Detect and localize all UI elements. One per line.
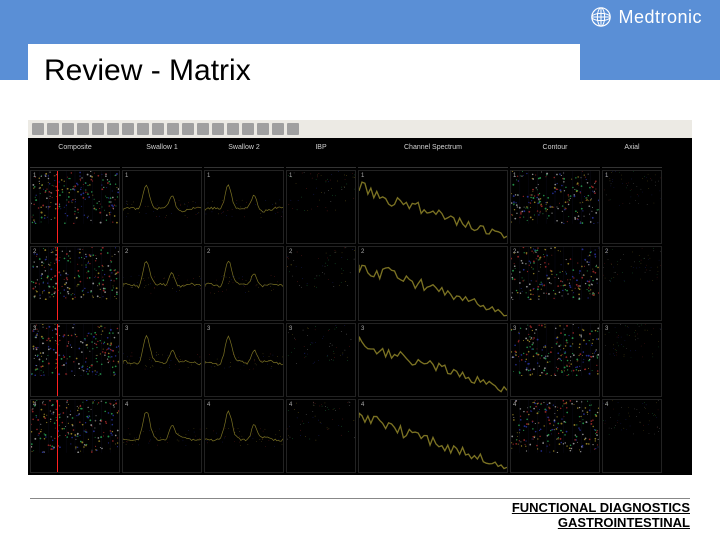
toolbar-icon[interactable] — [167, 123, 179, 135]
slide: Medtronic Review - Matrix CompositeSwall… — [0, 0, 720, 540]
cell-label: 1 — [289, 173, 292, 179]
toolbar-icon[interactable] — [62, 123, 74, 135]
cell-label: 2 — [361, 249, 364, 255]
waveform-cell[interactable]: 2 — [122, 246, 202, 320]
panel-grid: CompositeSwallow 1Swallow 2IBPChannel Sp… — [28, 138, 692, 475]
cell-label: 3 — [605, 326, 608, 332]
waveform-cell[interactable]: 2 — [286, 246, 356, 320]
toolbar-icon[interactable] — [272, 123, 284, 135]
cell-label: 4 — [605, 402, 608, 408]
footer-divider — [30, 498, 690, 499]
toolbar-icon[interactable] — [182, 123, 194, 135]
cell-label: 1 — [361, 173, 364, 179]
waveform-cell[interactable]: 4 — [204, 399, 284, 473]
waveform-cell[interactable]: 3 — [602, 323, 662, 397]
toolbar-icon[interactable] — [92, 123, 104, 135]
cell-label: 4 — [513, 402, 516, 408]
waveform-cell[interactable]: 3 — [510, 323, 600, 397]
marker-line — [57, 400, 58, 472]
waveform-cell[interactable]: 2 — [204, 246, 284, 320]
column-header: Swallow 1 — [122, 140, 202, 168]
waveform-cell[interactable]: 3 — [286, 323, 356, 397]
cell-label: 2 — [513, 249, 516, 255]
waveform-cell[interactable]: 1 — [122, 170, 202, 244]
column-header: Axial — [602, 140, 662, 168]
cell-label: 4 — [361, 402, 364, 408]
cell-label: 3 — [207, 326, 210, 332]
waveform-cell[interactable]: 2 — [602, 246, 662, 320]
waveform-cell[interactable]: 2 — [358, 246, 508, 320]
waveform-cell[interactable]: 4 — [510, 399, 600, 473]
waveform-cell[interactable]: 1 — [510, 170, 600, 244]
waveform-cell[interactable]: 3 — [204, 323, 284, 397]
column-header: Channel Spectrum — [358, 140, 508, 168]
footer-line1: FUNCTIONAL DIAGNOSTICS — [30, 501, 690, 515]
waveform-cell[interactable]: 1 — [286, 170, 356, 244]
cell-label: 3 — [289, 326, 292, 332]
marker-line — [57, 324, 58, 396]
cell-label: 1 — [513, 173, 516, 179]
cell-label: 1 — [207, 173, 210, 179]
waveform-cell[interactable]: 4 — [30, 399, 120, 473]
toolbar-icon[interactable] — [47, 123, 59, 135]
waveform-cell[interactable]: 3 — [358, 323, 508, 397]
toolbar-icon[interactable] — [122, 123, 134, 135]
cell-label: 4 — [125, 402, 128, 408]
cell-label: 3 — [361, 326, 364, 332]
toolbar-icon[interactable] — [77, 123, 89, 135]
toolbar-icon[interactable] — [227, 123, 239, 135]
app-toolbar — [28, 120, 692, 138]
column-header: Composite — [30, 140, 120, 168]
cell-label: 2 — [125, 249, 128, 255]
column-header: Swallow 2 — [204, 140, 284, 168]
cell-label: 2 — [33, 249, 36, 255]
cell-label: 1 — [33, 173, 36, 179]
waveform-cell[interactable]: 4 — [602, 399, 662, 473]
waveform-cell[interactable]: 3 — [30, 323, 120, 397]
cell-label: 1 — [125, 173, 128, 179]
page-title: Review - Matrix — [44, 54, 564, 88]
cell-label: 3 — [125, 326, 128, 332]
toolbar-icon[interactable] — [197, 123, 209, 135]
waveform-cell[interactable]: 4 — [358, 399, 508, 473]
waveform-cell[interactable]: 4 — [286, 399, 356, 473]
toolbar-icon[interactable] — [32, 123, 44, 135]
toolbar-icon[interactable] — [287, 123, 299, 135]
waveform-cell[interactable]: 2 — [30, 246, 120, 320]
cell-label: 1 — [605, 173, 608, 179]
waveform-cell[interactable]: 1 — [358, 170, 508, 244]
toolbar-icon[interactable] — [152, 123, 164, 135]
toolbar-icon[interactable] — [257, 123, 269, 135]
toolbar-icon[interactable] — [212, 123, 224, 135]
globe-icon — [590, 6, 612, 28]
waveform-cell[interactable]: 4 — [122, 399, 202, 473]
cell-label: 4 — [33, 402, 36, 408]
toolbar-icon[interactable] — [107, 123, 119, 135]
marker-line — [57, 171, 58, 243]
waveform-cell[interactable]: 1 — [204, 170, 284, 244]
cell-label: 2 — [207, 249, 210, 255]
brand-name: Medtronic — [618, 7, 702, 28]
column-header: Contour — [510, 140, 600, 168]
cell-label: 4 — [207, 402, 210, 408]
app-body: CompositeSwallow 1Swallow 2IBPChannel Sp… — [28, 138, 692, 475]
waveform-cell[interactable]: 1 — [30, 170, 120, 244]
cell-label: 3 — [33, 326, 36, 332]
marker-line — [57, 247, 58, 319]
toolbar-icon[interactable] — [137, 123, 149, 135]
footer: FUNCTIONAL DIAGNOSTICS GASTROINTESTINAL — [0, 498, 720, 530]
cell-label: 3 — [513, 326, 516, 332]
toolbar-icon[interactable] — [242, 123, 254, 135]
cell-label: 2 — [289, 249, 292, 255]
cell-label: 2 — [605, 249, 608, 255]
column-header: IBP — [286, 140, 356, 168]
app-screenshot: CompositeSwallow 1Swallow 2IBPChannel Sp… — [28, 120, 692, 475]
title-box: Review - Matrix — [28, 44, 580, 96]
brand-logo: Medtronic — [590, 6, 702, 28]
waveform-cell[interactable]: 1 — [602, 170, 662, 244]
waveform-cell[interactable]: 2 — [510, 246, 600, 320]
waveform-cell[interactable]: 3 — [122, 323, 202, 397]
cell-label: 4 — [289, 402, 292, 408]
footer-line2: GASTROINTESTINAL — [30, 516, 690, 530]
